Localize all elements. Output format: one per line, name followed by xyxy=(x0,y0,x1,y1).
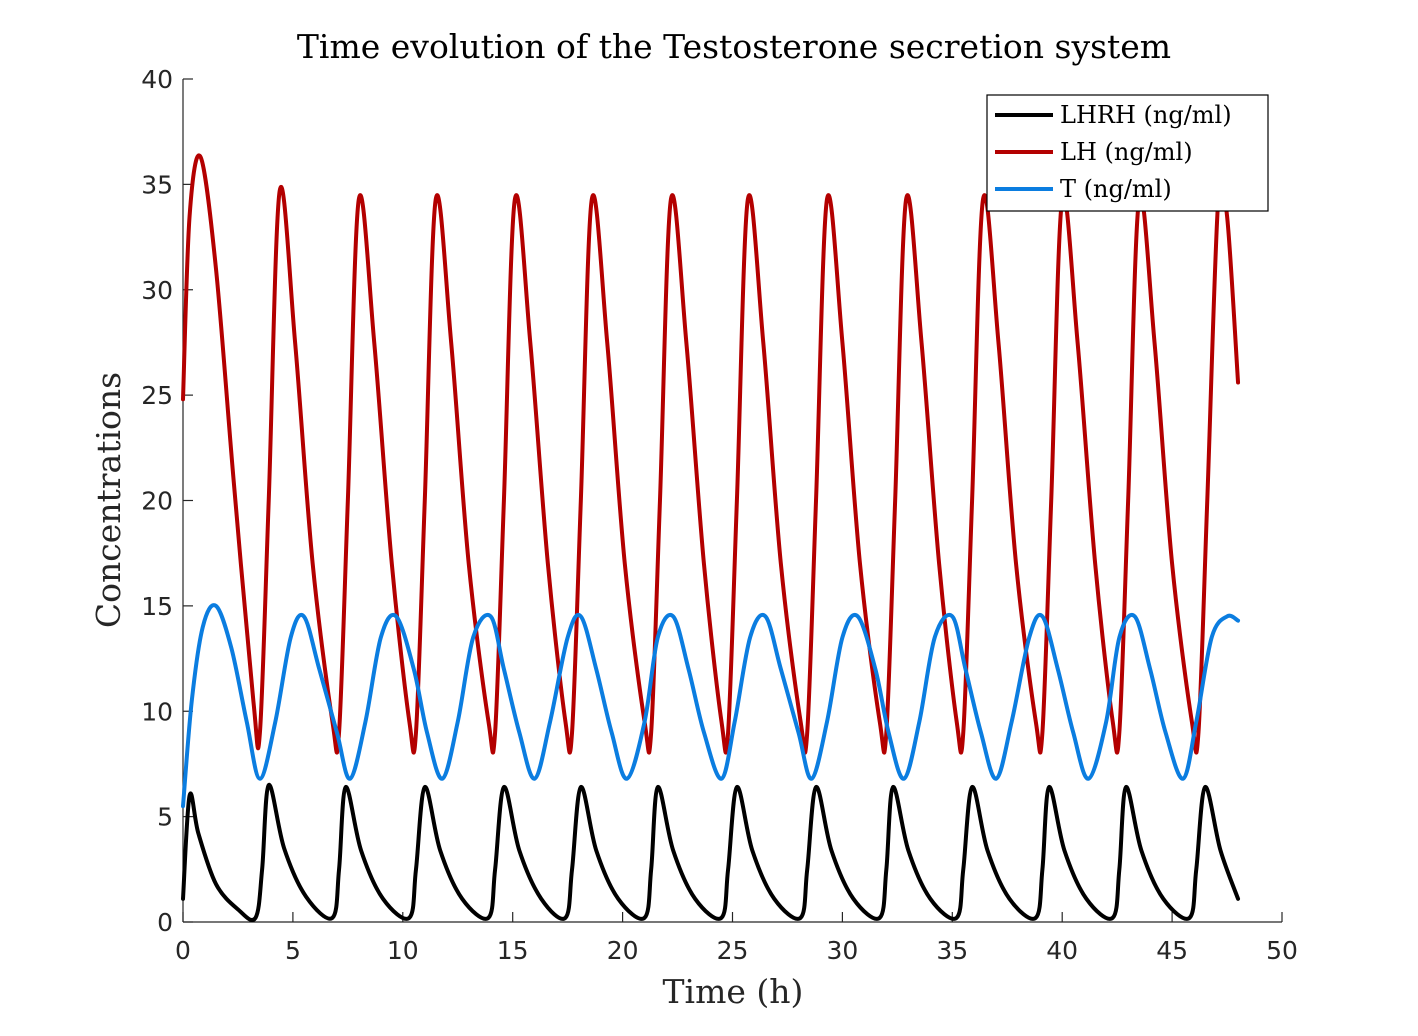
x-tick-label: 5 xyxy=(285,936,301,965)
x-tick-label: 25 xyxy=(717,936,749,965)
y-axis-title: Concentrations xyxy=(89,372,128,628)
y-tick-label: 15 xyxy=(141,592,173,621)
x-tick-label: 0 xyxy=(175,936,191,965)
series-layer xyxy=(181,153,1241,923)
legend: LHRH (ng/ml) LH (ng/ml) T (ng/ml) xyxy=(986,94,1269,212)
y-tick-label: 30 xyxy=(141,276,173,305)
x-tick-label: 50 xyxy=(1266,936,1298,965)
x-tick-label: 20 xyxy=(607,936,639,965)
legend-label: LHRH (ng/ml) xyxy=(1060,101,1232,129)
x-axis-title: Time (h) xyxy=(663,972,804,1011)
lhrh-series-line xyxy=(181,782,1241,923)
x-tick-label: 30 xyxy=(826,936,858,965)
lh-series-line xyxy=(181,153,1241,755)
x-axis-ticks: 0 5 10 15 20 25 30 35 40 45 50 xyxy=(175,912,1298,965)
legend-label: LH (ng/ml) xyxy=(1060,138,1193,166)
x-tick-label: 40 xyxy=(1046,936,1078,965)
y-axis-ticks: 0 5 10 15 20 25 30 35 40 xyxy=(141,65,193,937)
y-tick-label: 35 xyxy=(141,170,173,199)
y-tick-label: 5 xyxy=(157,803,173,832)
x-tick-label: 15 xyxy=(497,936,529,965)
y-tick-label: 20 xyxy=(141,487,173,516)
y-tick-label: 40 xyxy=(141,65,173,94)
x-tick-label: 35 xyxy=(936,936,968,965)
y-tick-label: 25 xyxy=(141,381,173,410)
y-tick-label: 10 xyxy=(141,697,173,726)
x-tick-label: 45 xyxy=(1156,936,1188,965)
y-tick-label: 0 xyxy=(157,908,173,937)
t-series-line xyxy=(181,603,1241,809)
chart-title: Time evolution of the Testosterone secre… xyxy=(297,27,1171,66)
x-tick-label: 10 xyxy=(387,936,419,965)
legend-label: T (ng/ml) xyxy=(1060,175,1172,203)
